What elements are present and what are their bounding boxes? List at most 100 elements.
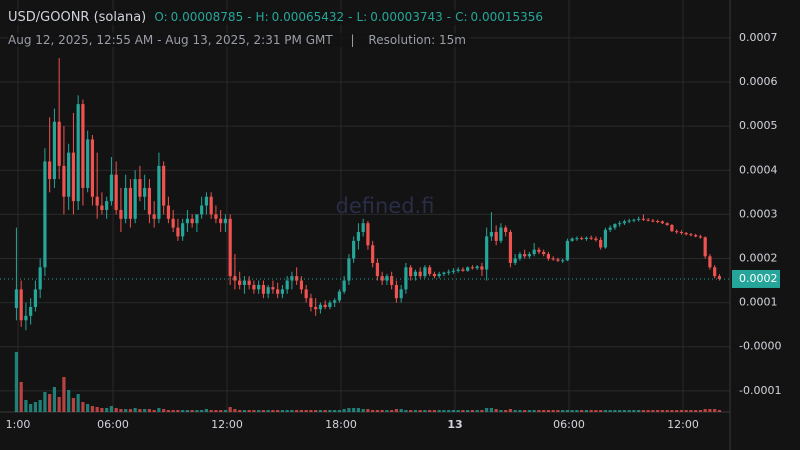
volume-bar bbox=[285, 410, 289, 412]
volume-bar bbox=[176, 410, 180, 412]
volume-bar bbox=[29, 404, 33, 412]
candle-body bbox=[295, 276, 299, 281]
summary-value: 0.00065432 bbox=[271, 10, 345, 24]
volume-bar bbox=[337, 410, 342, 412]
volume-bar bbox=[504, 410, 508, 412]
last-price-label: 0.0002 bbox=[739, 272, 778, 285]
volume-bar bbox=[95, 407, 99, 412]
candle-body bbox=[432, 273, 437, 277]
volume-bar bbox=[190, 410, 194, 412]
candle-body bbox=[670, 224, 674, 232]
candle-body bbox=[527, 254, 532, 257]
volume-bar bbox=[523, 410, 527, 412]
candle-body bbox=[276, 289, 280, 294]
candle-body bbox=[29, 307, 33, 316]
candle-body bbox=[380, 276, 384, 281]
volume-bar bbox=[660, 410, 665, 412]
volume-bar bbox=[551, 410, 555, 412]
volume-bar bbox=[689, 410, 693, 412]
candle-body bbox=[171, 218, 175, 228]
candle-body bbox=[665, 223, 669, 225]
candle-body bbox=[219, 218, 223, 224]
volume-bar bbox=[276, 410, 280, 412]
candle-body bbox=[157, 165, 161, 219]
volume-bar bbox=[561, 410, 565, 412]
volume-bar bbox=[171, 410, 175, 412]
candle-body bbox=[328, 302, 332, 308]
volume-bar bbox=[347, 408, 351, 412]
candle-body bbox=[181, 223, 185, 237]
volume-bar bbox=[328, 410, 332, 412]
candle-body bbox=[542, 251, 546, 255]
candle-body bbox=[185, 218, 190, 224]
volume-bar bbox=[299, 410, 304, 412]
candle-body bbox=[314, 307, 318, 310]
candle-body bbox=[508, 232, 513, 263]
ohlc-summary: O: 0.00008785- H: 0.00065432- L: 0.00003743- C… bbox=[154, 10, 543, 24]
x-tick-label: 1:00 bbox=[6, 418, 31, 431]
volume-bar bbox=[48, 394, 52, 412]
candle-body bbox=[105, 201, 109, 210]
volume-bar bbox=[651, 410, 655, 412]
candle-body bbox=[323, 304, 327, 308]
candle-body bbox=[442, 272, 446, 274]
candle-body bbox=[689, 234, 693, 236]
candle-body bbox=[52, 121, 57, 180]
candle-body bbox=[518, 254, 522, 259]
volume-bar bbox=[181, 410, 185, 412]
candle-body bbox=[513, 258, 517, 263]
volume-bar bbox=[105, 408, 109, 412]
volume-bar bbox=[271, 410, 275, 412]
candle-body bbox=[152, 214, 156, 219]
candle-body bbox=[561, 260, 565, 262]
volume-bar bbox=[461, 410, 465, 412]
candle-body bbox=[228, 218, 232, 277]
volume-bar bbox=[143, 409, 147, 412]
candle-body bbox=[128, 187, 133, 219]
volume-bar bbox=[684, 410, 688, 412]
candle-body bbox=[195, 214, 199, 224]
candle-body bbox=[637, 218, 641, 220]
volume-bar bbox=[603, 410, 608, 412]
separator: | bbox=[350, 33, 355, 47]
candle-body bbox=[209, 196, 213, 215]
candle-body bbox=[162, 165, 166, 206]
volume-bar bbox=[485, 408, 489, 412]
volume-bar bbox=[494, 409, 498, 412]
summary-separator: - bbox=[247, 10, 252, 24]
candle-body bbox=[537, 249, 541, 252]
candle-body bbox=[394, 284, 399, 299]
volume-bar bbox=[147, 409, 152, 412]
volume-bar bbox=[228, 407, 232, 412]
candle-body bbox=[76, 104, 80, 202]
candle-body bbox=[470, 267, 475, 269]
candle-body bbox=[81, 104, 85, 188]
header: USD/GOONR (solana) O: 0.00008785- H: 0.0006… bbox=[8, 10, 544, 25]
candle-body bbox=[713, 267, 717, 277]
candle-body bbox=[641, 218, 646, 220]
candle-body bbox=[404, 267, 408, 290]
volume-bar bbox=[508, 409, 513, 412]
candle-body bbox=[409, 267, 413, 277]
volume-bar bbox=[717, 410, 722, 412]
volume-bar bbox=[613, 410, 617, 412]
volume-bar bbox=[499, 410, 503, 412]
candle-body bbox=[375, 262, 380, 277]
volume-bar bbox=[694, 410, 698, 412]
volume-bar bbox=[200, 410, 204, 412]
candle-body bbox=[632, 219, 636, 221]
candle-body bbox=[318, 304, 323, 310]
volume-bar bbox=[19, 382, 23, 412]
summary-label: C: bbox=[455, 10, 468, 24]
volume-bar bbox=[195, 410, 199, 412]
volume-bar bbox=[451, 410, 456, 412]
candle-body bbox=[717, 276, 722, 279]
candle-body bbox=[200, 205, 204, 215]
volume-bar bbox=[128, 409, 133, 412]
volume-bar bbox=[371, 410, 375, 412]
volume-bar bbox=[204, 409, 209, 412]
candle-body bbox=[413, 271, 418, 277]
candle-body bbox=[190, 218, 194, 224]
candle-body bbox=[356, 232, 361, 241]
